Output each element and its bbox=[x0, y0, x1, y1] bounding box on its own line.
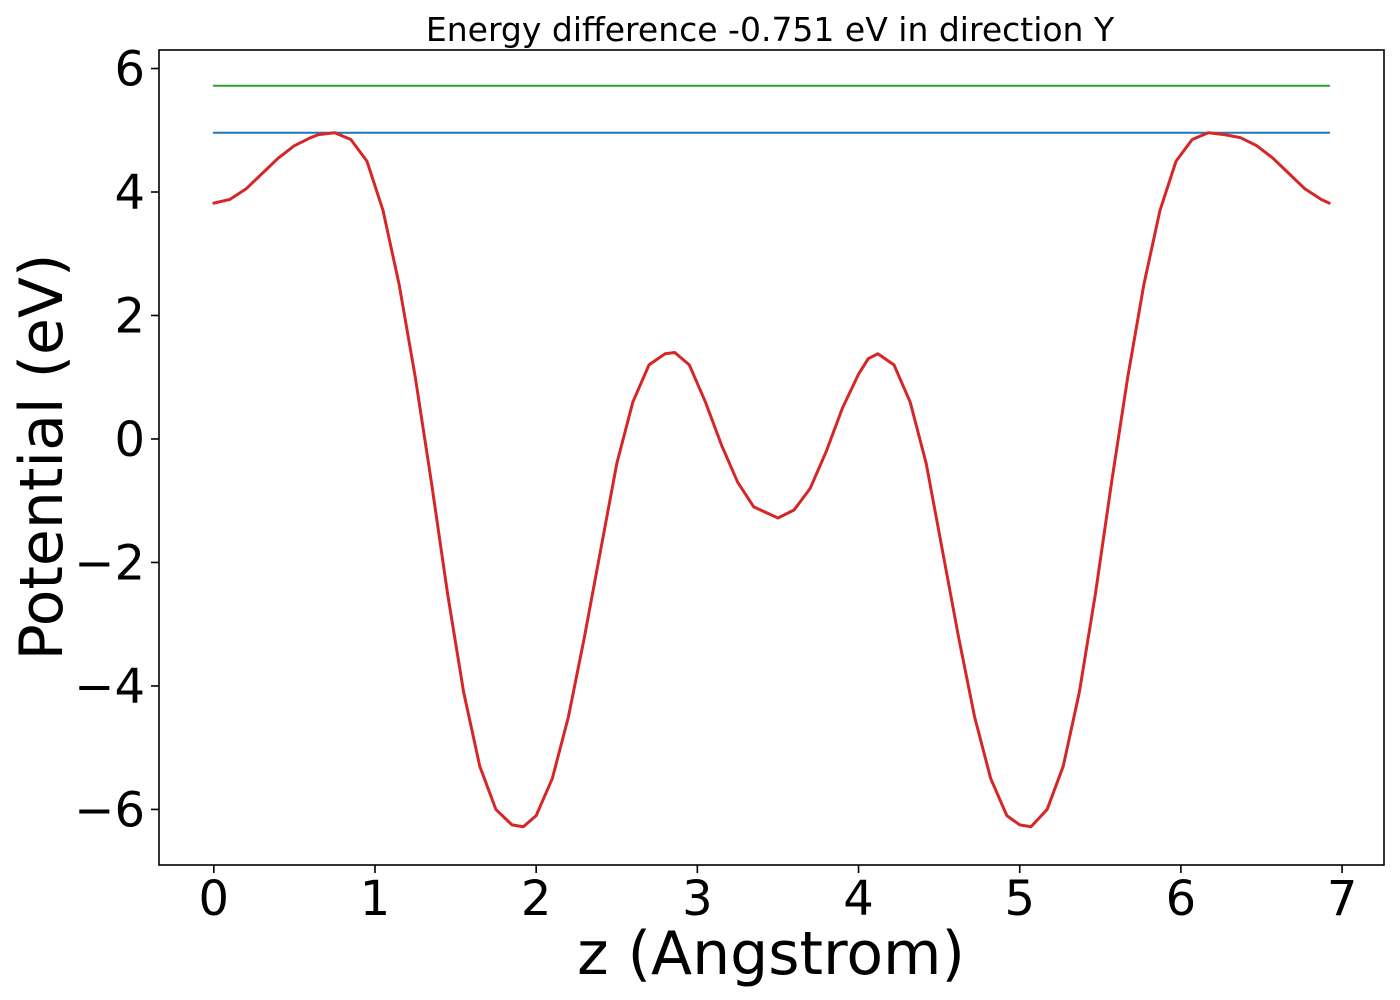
x-axis: 0 1 2 3 4 5 6 7 bbox=[199, 865, 1358, 927]
x-tick-label: 5 bbox=[1004, 871, 1035, 927]
y-tick-label: 0 bbox=[114, 412, 145, 468]
x-tick-label: 3 bbox=[682, 871, 713, 927]
x-tick-label: 4 bbox=[843, 871, 874, 927]
y-tick-label: 2 bbox=[114, 288, 145, 344]
series-line-3 bbox=[212, 131, 1331, 829]
y-tick-label: −4 bbox=[74, 659, 145, 715]
y-axis-label: Potential (eV) bbox=[7, 254, 77, 661]
x-tick-label: 0 bbox=[199, 871, 230, 927]
chart-title: Energy difference -0.751 eV in direction… bbox=[426, 10, 1115, 49]
y-tick-label: 4 bbox=[114, 165, 145, 221]
series-layer bbox=[212, 84, 1331, 829]
y-tick-label: −2 bbox=[74, 535, 145, 591]
axes-frame bbox=[158, 49, 1385, 866]
x-tick-label: 2 bbox=[521, 871, 552, 927]
y-tick-label: −6 bbox=[74, 782, 145, 838]
x-axis-label: z (Angstrom) bbox=[577, 919, 965, 989]
y-tick-label: 6 bbox=[114, 42, 145, 98]
x-tick-label: 1 bbox=[360, 871, 391, 927]
x-tick-label: 6 bbox=[1166, 871, 1197, 927]
y-axis: −6 −4 −2 0 2 4 6 bbox=[74, 42, 159, 838]
x-tick-label: 7 bbox=[1327, 871, 1358, 927]
